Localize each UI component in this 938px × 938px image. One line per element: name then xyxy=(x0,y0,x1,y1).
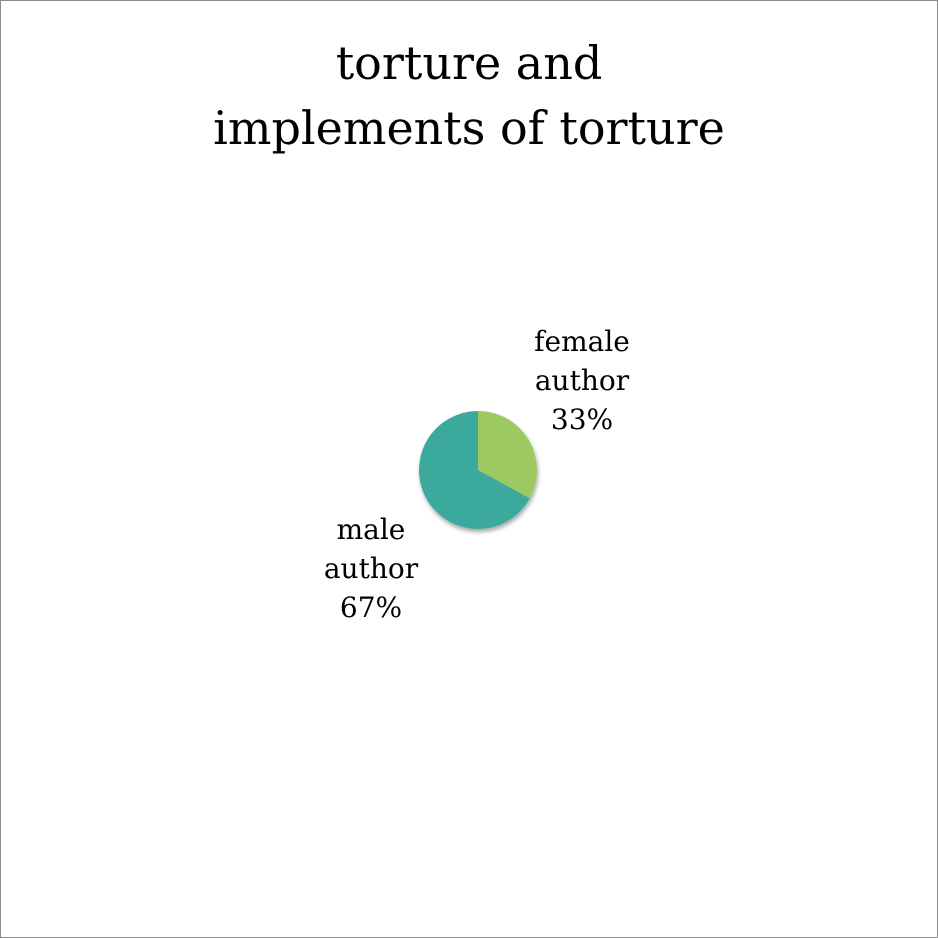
slice-label-male-line-2: author xyxy=(323,552,419,585)
slice-label-female-line-1: female xyxy=(534,325,630,358)
slice-label-male: male author 67% xyxy=(301,510,441,627)
slice-label-female: female author 33% xyxy=(512,322,652,439)
slice-label-male-line-1: male xyxy=(336,513,406,546)
chart-title: torture and implements of torture xyxy=(1,31,937,161)
pie-slice-male-author xyxy=(418,411,530,529)
pie-slices xyxy=(418,411,537,529)
pie-slice-female-author xyxy=(478,411,537,499)
slice-label-male-percent: 67% xyxy=(339,591,403,624)
chart-title-line-2: implements of torture xyxy=(213,101,725,155)
slice-label-female-percent: 33% xyxy=(550,403,614,436)
slice-label-female-line-2: author xyxy=(534,364,630,397)
chart-title-line-1: torture and xyxy=(335,36,603,90)
